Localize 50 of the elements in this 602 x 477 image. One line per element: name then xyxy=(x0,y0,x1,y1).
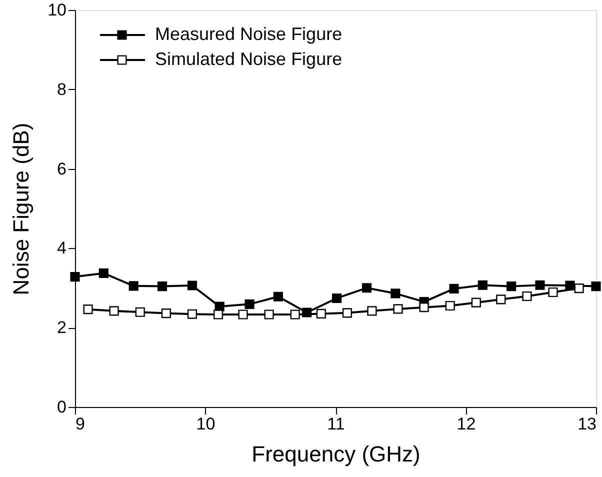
point xyxy=(574,284,584,294)
point xyxy=(264,310,274,320)
y-tick-label: 2 xyxy=(57,318,66,338)
point xyxy=(390,288,400,298)
point xyxy=(548,287,558,298)
y-axis-title: Noise Figure (dB) xyxy=(8,122,34,296)
point xyxy=(449,284,459,294)
point xyxy=(591,282,601,292)
x-tick-label: 11 xyxy=(327,414,345,434)
y-tick-label: 0 xyxy=(57,398,66,416)
x-tick-label: 13 xyxy=(578,414,596,434)
point xyxy=(471,298,481,308)
point xyxy=(419,302,429,312)
point xyxy=(128,281,138,291)
point xyxy=(316,308,326,318)
point xyxy=(478,280,488,290)
point xyxy=(187,309,198,319)
point xyxy=(393,304,403,314)
point xyxy=(342,308,352,318)
point xyxy=(83,304,93,314)
x-axis-title: Frequency (GHz) xyxy=(252,442,420,466)
point xyxy=(535,280,545,290)
point xyxy=(161,308,171,318)
point xyxy=(213,310,224,320)
x-tick-label: 10 xyxy=(196,414,216,434)
y-tick-label: 10 xyxy=(48,0,66,20)
point xyxy=(238,310,248,320)
point xyxy=(98,268,108,278)
point xyxy=(445,300,455,311)
point xyxy=(522,291,532,302)
point xyxy=(273,292,283,302)
point xyxy=(367,306,377,316)
point xyxy=(70,272,80,282)
y-tick-label: 8 xyxy=(57,80,66,99)
y-tick-label: 4 xyxy=(57,238,66,258)
point xyxy=(506,282,516,292)
y-tick-label: 6 xyxy=(57,159,66,178)
point xyxy=(362,283,372,293)
point xyxy=(157,282,168,292)
point xyxy=(244,299,254,309)
legend-label: Measured Noise Figure xyxy=(155,24,342,44)
point xyxy=(332,293,342,304)
x-tick-label: 12 xyxy=(456,414,476,434)
point xyxy=(187,280,198,290)
legend-label: Simulated Noise Figure xyxy=(155,49,342,69)
point xyxy=(496,294,506,304)
x-tick-label: 9 xyxy=(76,414,85,434)
point xyxy=(109,306,119,316)
point xyxy=(135,307,145,317)
point xyxy=(290,310,300,320)
